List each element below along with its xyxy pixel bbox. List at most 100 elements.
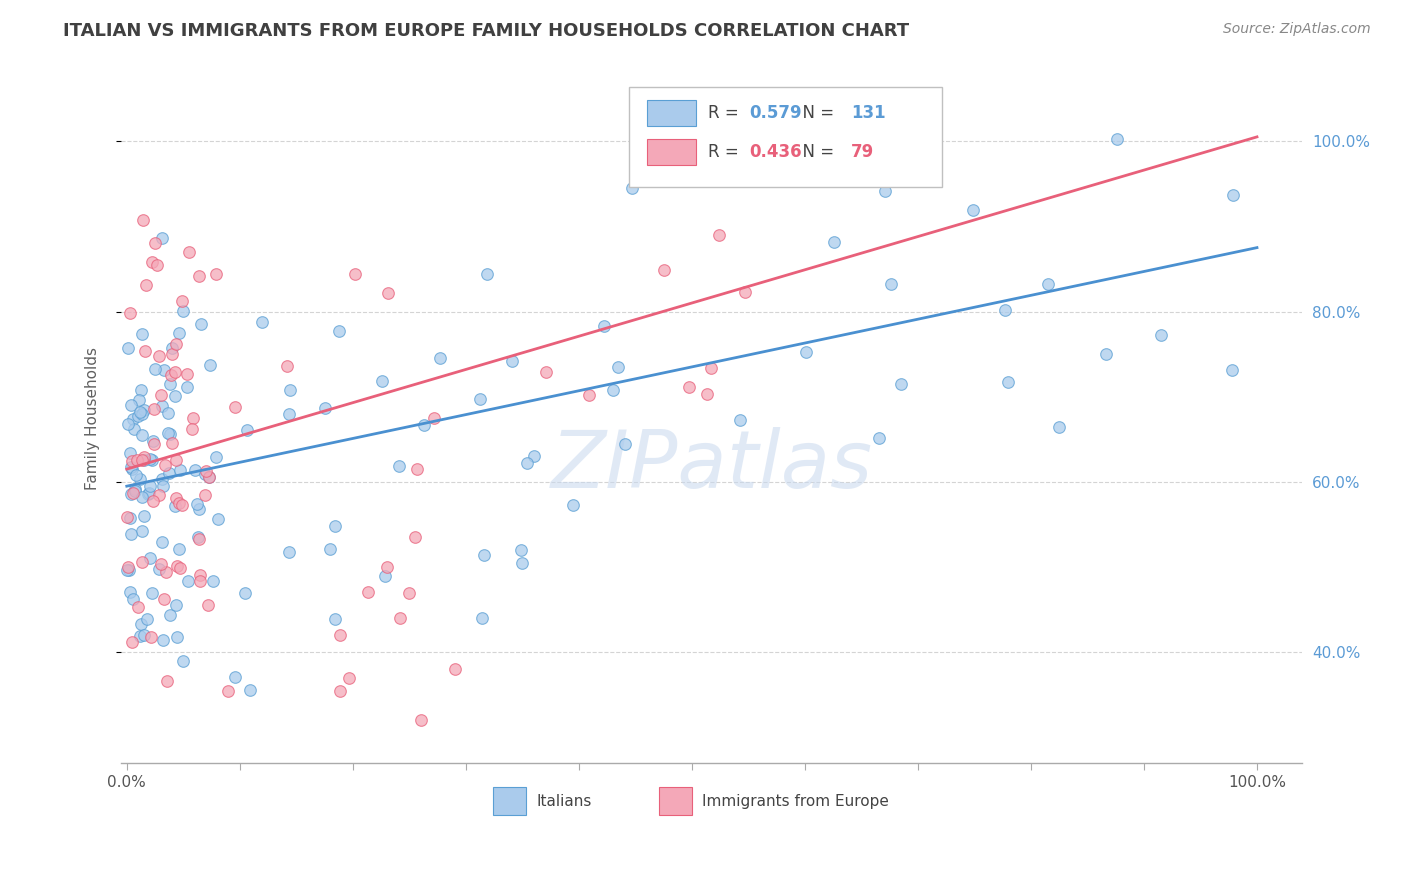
- Point: [197, 599, 219, 613]
- Point: [1038, 277, 1060, 291]
- Point: [377, 560, 399, 574]
- Point: [165, 365, 187, 379]
- Point: [357, 584, 380, 599]
- Text: R =: R =: [709, 144, 744, 161]
- Point: [153, 458, 176, 472]
- Point: [200, 359, 222, 373]
- Point: [443, 662, 465, 676]
- Point: [143, 236, 166, 251]
- FancyBboxPatch shape: [494, 788, 526, 814]
- Point: [696, 387, 718, 401]
- Point: [534, 365, 557, 379]
- Point: [121, 635, 143, 649]
- Point: [117, 342, 139, 356]
- Point: [169, 463, 191, 477]
- Point: [422, 411, 444, 425]
- Point: [172, 293, 194, 308]
- FancyBboxPatch shape: [647, 138, 696, 165]
- Point: [377, 286, 399, 301]
- Point: [118, 445, 141, 459]
- Point: [142, 434, 165, 448]
- Point: [132, 509, 155, 524]
- Point: [184, 463, 207, 477]
- Text: 0.579: 0.579: [749, 104, 801, 122]
- Point: [166, 559, 188, 574]
- Point: [165, 453, 187, 467]
- Point: [132, 628, 155, 642]
- Point: [134, 344, 156, 359]
- Point: [131, 327, 153, 342]
- Point: [150, 231, 173, 245]
- Point: [139, 631, 162, 645]
- Point: [150, 399, 173, 413]
- Point: [406, 462, 429, 476]
- Point: [1105, 132, 1128, 146]
- Text: R =: R =: [709, 104, 744, 122]
- Point: [115, 510, 138, 524]
- Point: [371, 374, 394, 388]
- Point: [323, 612, 346, 626]
- Point: [131, 407, 153, 421]
- Point: [205, 267, 228, 281]
- Point: [516, 456, 538, 470]
- Point: [890, 376, 912, 391]
- Point: [172, 303, 194, 318]
- Point: [157, 466, 180, 480]
- Point: [138, 550, 160, 565]
- Point: [994, 303, 1017, 318]
- Point: [194, 487, 217, 501]
- Point: [880, 277, 903, 291]
- Point: [468, 392, 491, 406]
- FancyBboxPatch shape: [647, 100, 696, 126]
- Point: [139, 479, 162, 493]
- Point: [129, 629, 152, 643]
- Text: ITALIAN VS IMMIGRANTS FROM EUROPE FAMILY HOUSEHOLDS CORRELATION CHART: ITALIAN VS IMMIGRANTS FROM EUROPE FAMILY…: [63, 22, 910, 40]
- Point: [165, 599, 187, 613]
- Point: [868, 431, 890, 445]
- Point: [169, 496, 191, 510]
- Point: [129, 616, 152, 631]
- Point: [120, 511, 142, 525]
- Point: [152, 633, 174, 648]
- FancyBboxPatch shape: [658, 788, 692, 814]
- Point: [170, 498, 193, 512]
- Point: [131, 555, 153, 569]
- Point: [132, 450, 155, 464]
- Point: [163, 388, 186, 402]
- Point: [163, 499, 186, 513]
- Point: [176, 367, 198, 381]
- Point: [224, 400, 246, 414]
- Point: [1047, 419, 1070, 434]
- FancyBboxPatch shape: [628, 87, 942, 186]
- Point: [148, 488, 170, 502]
- Text: Source: ZipAtlas.com: Source: ZipAtlas.com: [1223, 22, 1371, 37]
- Point: [198, 470, 221, 484]
- Point: [143, 437, 166, 451]
- Point: [141, 453, 163, 467]
- Point: [124, 482, 146, 496]
- Point: [602, 384, 624, 398]
- Point: [997, 376, 1019, 390]
- Point: [217, 683, 239, 698]
- Point: [188, 532, 211, 546]
- Point: [239, 682, 262, 697]
- Point: [122, 412, 145, 426]
- Point: [127, 599, 149, 614]
- Point: [709, 228, 731, 243]
- Point: [176, 380, 198, 394]
- Point: [177, 244, 200, 259]
- Point: [127, 452, 149, 467]
- Point: [607, 360, 630, 375]
- Point: [120, 460, 142, 475]
- Point: [142, 494, 165, 508]
- Point: [120, 487, 142, 501]
- Point: [412, 418, 434, 433]
- Point: [131, 524, 153, 539]
- Point: [250, 315, 273, 329]
- Point: [138, 485, 160, 500]
- Point: [118, 562, 141, 576]
- Text: Immigrants from Europe: Immigrants from Europe: [702, 794, 889, 808]
- Point: [124, 422, 146, 436]
- Point: [578, 387, 600, 401]
- Point: [153, 592, 176, 607]
